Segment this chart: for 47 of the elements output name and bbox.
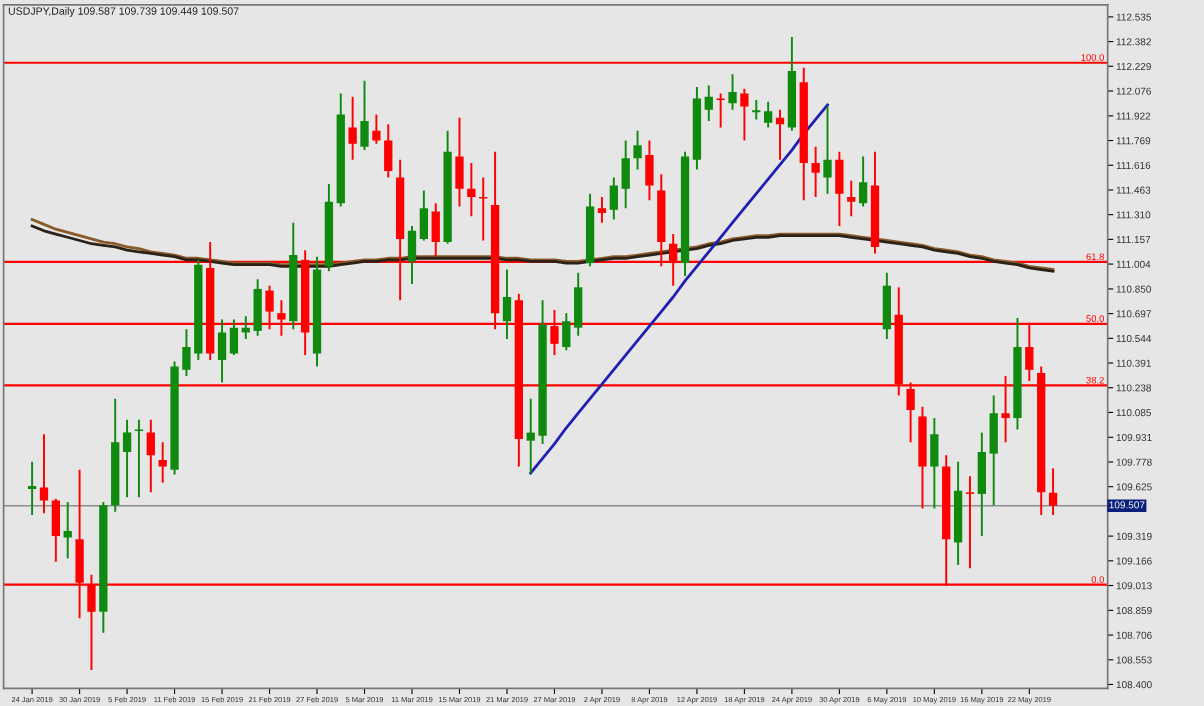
candlestick	[158, 441, 167, 484]
candlestick	[467, 162, 476, 218]
candlestick	[384, 123, 393, 179]
candlestick	[419, 189, 429, 242]
candlestick	[645, 139, 654, 202]
candlestick	[455, 116, 464, 208]
candlestick	[704, 84, 713, 122]
candlestick	[253, 278, 262, 337]
candlestick	[977, 431, 986, 537]
candlestick	[858, 155, 868, 208]
candlestick	[847, 179, 856, 218]
candlestick	[633, 129, 642, 171]
candlestick	[360, 79, 369, 152]
candlestick	[621, 139, 630, 210]
line-series	[529, 103, 829, 475]
candlestick	[122, 418, 132, 499]
candlestick	[763, 100, 773, 129]
candlestick	[965, 475, 975, 570]
candlestick	[716, 92, 725, 129]
candlestick	[134, 418, 144, 499]
candlestick	[348, 95, 357, 161]
candlestick	[241, 315, 250, 340]
candlestick	[882, 271, 892, 340]
candlestick	[63, 501, 72, 560]
candlestick	[51, 497, 60, 563]
candlestick	[751, 99, 762, 121]
candlestick	[479, 176, 488, 242]
candlestick	[502, 268, 512, 340]
candlestick	[562, 312, 571, 352]
candlestick	[835, 150, 844, 227]
candlestick	[811, 145, 820, 198]
candlestick	[989, 394, 998, 507]
candlestick	[728, 73, 737, 111]
candlestick	[609, 176, 618, 221]
candlestick	[597, 195, 607, 224]
candlestick	[229, 318, 239, 357]
candlestick	[930, 417, 939, 510]
candlestick	[740, 87, 749, 142]
candlestick	[1048, 467, 1058, 517]
candlestick	[217, 318, 227, 384]
candlestick	[574, 271, 583, 337]
candlestick	[823, 105, 832, 195]
candlestick	[146, 418, 155, 494]
candlestick	[407, 224, 417, 286]
candlestick	[372, 113, 381, 145]
candlestick	[431, 202, 440, 258]
candlestick	[39, 433, 49, 515]
